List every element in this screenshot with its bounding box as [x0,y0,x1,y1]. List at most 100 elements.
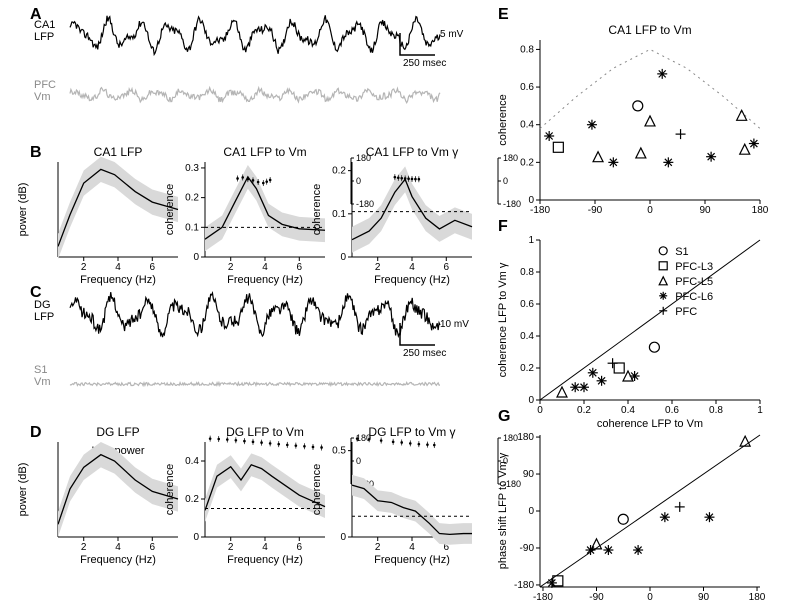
trace-label-dg-lfp: DGLFP [34,299,54,323]
x-tick-label: 0.8 [709,405,723,416]
legend-label: PFC-L6 [675,291,713,303]
y-tick-label: 0.8 [520,44,534,55]
y-tick-label: 0.3 [185,163,199,174]
x-tick-label: 90 [698,592,710,603]
x-axis-label: coherence LFP to Vm [597,418,703,430]
triangle-marker [740,436,750,446]
trace-label-pfc-vm: PFCVm [34,79,56,103]
y-tick-label: 0.4 [520,120,534,131]
y-tick-label: 0.2 [185,494,199,505]
y-tick-label: 0 [528,506,534,517]
diagonal-line [540,240,760,400]
chart-title: DG LFP to Vm [226,425,304,439]
y-axis-label: coherence [311,184,323,235]
square-marker [614,363,624,373]
y-axis-label: power (dB) [17,183,29,237]
x-tick-label: 180 [752,205,769,216]
y-tick-label: 1 [528,235,534,246]
y-tick-label: 0.6 [520,299,534,310]
x-tick-label: 4 [409,542,415,553]
x-tick-label: -180 [533,592,553,603]
x-tick-label: 2 [228,542,234,553]
x-tick-label: 2 [228,262,234,273]
scale-bar [400,323,435,345]
x-tick-label: -90 [589,592,604,603]
x-tick-label: 6 [150,262,156,273]
diagonal-line [540,435,760,587]
figure-svg: CA1LFPPFCVm5 mV250 msecDGLFPS1Vm10 mV250… [0,0,800,605]
y-tick-label: 0 [528,195,534,206]
scale-v-label: 10 mV [440,319,469,330]
y-axis-label: coherence [311,464,323,515]
x-tick-label: 90 [699,205,711,216]
scale-h-label: 250 msec [403,58,446,69]
x-tick-label: 2 [375,542,381,553]
x-tick-label: 2 [81,542,87,553]
y-tick-label: 0 [193,532,199,543]
y-tick-label: 0.2 [520,363,534,374]
phase-tick-label: 180 [503,433,518,443]
circle-marker [633,101,643,111]
y-tick-label: 0.2 [332,166,346,177]
y-tick-label: 0.6 [520,82,534,93]
x-tick-label: 0.6 [665,405,679,416]
x-axis-label: Frequency (Hz) [227,554,303,566]
triangle-marker [557,387,567,397]
x-tick-label: 0.2 [577,405,591,416]
y-tick-label: 0 [193,252,199,263]
y-axis-label: coherence [497,94,509,145]
figure-root: { "layout": { "width": 800, "height": 60… [0,0,800,605]
trace [70,292,440,337]
x-tick-label: 4 [409,262,415,273]
x-tick-label: 0 [647,592,653,603]
chart-title: CA1 LFP to Vm γ [366,145,458,159]
x-tick-label: 0.4 [621,405,635,416]
circle-marker [649,342,659,352]
y-axis-label: power (dB) [17,463,29,517]
triangle-marker [659,277,667,285]
confidence-band [58,442,178,537]
y-tick-label: 0.1 [185,222,199,233]
trace [70,88,440,103]
triangle-marker [645,116,655,126]
phase-tick-label: 0 [356,456,361,466]
chart-title: DG LFP [96,425,139,439]
x-tick-label: 1 [757,405,763,416]
x-tick-label: 0 [537,405,543,416]
trace-label-s1-vm: S1Vm [34,364,51,388]
y-tick-label: 0 [340,252,346,263]
chart-title: DG LFP to Vm γ [368,425,455,439]
phase-tick-label: 180 [503,153,518,163]
x-tick-label: 180 [749,592,766,603]
y-tick-label: 0.4 [185,456,199,467]
y-tick-label: 0.4 [520,331,534,342]
y-tick-label: 90 [523,469,535,480]
phase-tick-label: 0 [503,176,508,186]
confidence-band [58,157,178,259]
x-tick-label: 6 [297,262,303,273]
y-axis-label: coherence [164,464,176,515]
circle-marker [659,247,667,255]
x-tick-label: 2 [375,262,381,273]
x-axis-label: Frequency (Hz) [80,274,156,286]
y-tick-label: -90 [520,543,535,554]
y-tick-label: 0 [528,395,534,406]
x-tick-label: 2 [81,262,87,273]
y-tick-label: 0.2 [185,193,199,204]
x-tick-label: 0 [647,205,653,216]
legend-label: PFC-L3 [675,261,713,273]
x-axis-label: Frequency (Hz) [227,274,303,286]
x-axis-label: Frequency (Hz) [80,554,156,566]
circle-marker [618,514,628,524]
y-tick-label: 0.5 [332,446,346,457]
triangle-marker [740,144,750,154]
legend-label: S1 [675,246,688,258]
x-axis-label: Frequency (Hz) [374,274,450,286]
legend-label: PFC-L5 [675,276,713,288]
y-tick-label: 0.8 [520,267,534,278]
x-tick-label: 4 [115,262,121,273]
x-tick-label: 6 [297,542,303,553]
chart-title: CA1 LFP to Vm [608,23,691,37]
trace [70,383,440,386]
y-axis-label: coherence [164,184,176,235]
